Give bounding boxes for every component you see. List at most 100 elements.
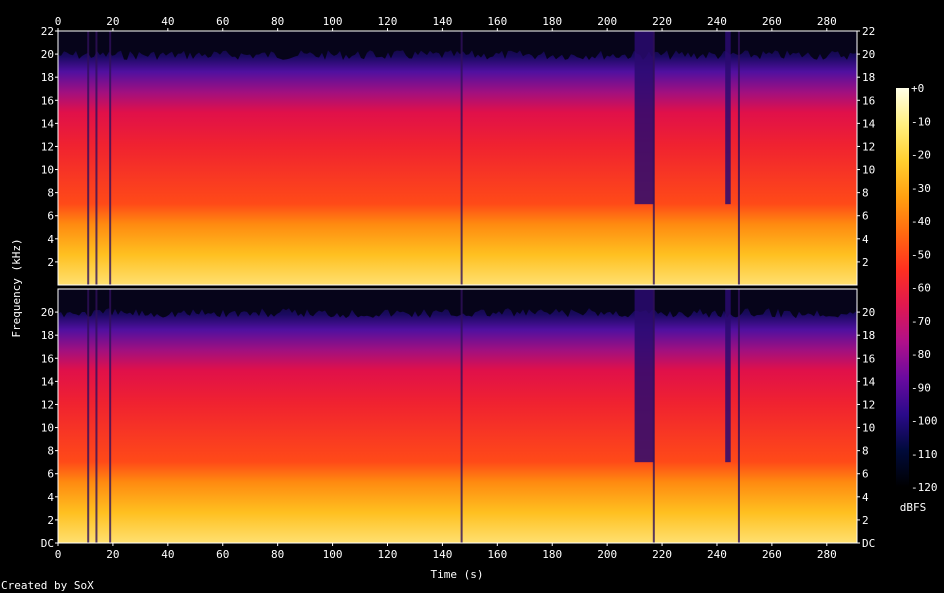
x-axis-label: Time (s) [431,568,484,581]
spectrogram-image [58,31,857,285]
x-tick-label: 60 [216,15,229,28]
x-tick-label: 180 [542,15,562,28]
y-tick-label: 20 [41,48,54,61]
quiet-segment [634,31,654,205]
x-tick-label: 240 [707,15,727,28]
colorbar-tick-label: -30 [911,182,931,195]
y-tick-label: 20 [862,306,875,319]
colorbar-tick-label: -70 [911,315,931,328]
colorbar-tick-label: -80 [911,348,931,361]
y-tick-label: 10 [41,422,54,435]
dropout-line [652,289,655,543]
colorbar-tick-label: -40 [911,215,931,228]
x-tick-label: 200 [597,548,617,561]
dropout-line [737,289,740,543]
dropout-line [737,31,740,285]
x-tick-label: 80 [271,15,284,28]
y-tick-label: DC [41,537,54,550]
y-tick-label: 18 [862,71,875,84]
y-tick-label: 4 [862,233,869,246]
x-tick-label: 140 [432,548,452,561]
dropout-line [460,31,463,285]
x-tick-label: 220 [652,548,672,561]
y-tick-label: 4 [47,491,54,504]
y-tick-label: 12 [41,140,54,153]
y-tick-label: 8 [862,445,869,458]
x-tick-label: 280 [817,15,837,28]
x-tick-label: 200 [597,15,617,28]
y-tick-label: 8 [862,187,869,200]
dropout-line [652,31,655,285]
colorbar-tick-label: -100 [911,415,938,428]
colorbar-tick-label: -90 [911,381,931,394]
colorbar-tick-label: +0 [911,82,924,95]
y-tick-label: 10 [862,164,875,177]
colorbar [896,88,909,487]
y-tick-label: 22 [862,25,875,38]
x-tick-label: 40 [161,15,174,28]
x-tick-label: 240 [707,548,727,561]
x-tick-label: 40 [161,548,174,561]
x-tick-label: 80 [271,548,284,561]
x-tick-label: 100 [323,548,343,561]
y-tick-label: 4 [47,233,54,246]
quiet-segment [725,31,731,205]
dropout-line [87,31,90,285]
y-tick-label: 10 [862,422,875,435]
colorbar-tick-label: -50 [911,248,931,261]
x-tick-label: 20 [106,15,119,28]
y-tick-label: 18 [862,329,875,342]
y-tick-label: 4 [862,491,869,504]
y-tick-label: 2 [47,256,54,269]
y-tick-label: 8 [47,445,54,458]
y-tick-label: 12 [41,398,54,411]
dropout-line [109,289,112,543]
colorbar-tick-label: -60 [911,282,931,295]
y-tick-label: 12 [862,140,875,153]
colorbar-tick-label: -110 [911,448,938,461]
credit-text: Created by SoX [1,579,94,592]
x-tick-label: 220 [652,15,672,28]
x-tick-label: 0 [55,548,62,561]
y-tick-label: 6 [862,468,869,481]
y-tick-label: 18 [41,329,54,342]
dropout-line [95,289,98,543]
above-cutoff-region [58,289,857,319]
y-tick-label: 8 [47,187,54,200]
y-tick-label: 14 [862,375,876,388]
y-tick-label: 2 [862,256,869,269]
dropout-line [460,289,463,543]
y-tick-label: 12 [862,398,875,411]
y-tick-label: 14 [862,117,876,130]
x-tick-label: 280 [817,548,837,561]
dropout-line [87,289,90,543]
y-tick-label: DC [862,537,875,550]
y-tick-label: 16 [41,352,54,365]
quiet-segment [634,289,654,463]
y-tick-label: 16 [862,352,875,365]
dropout-line [109,31,112,285]
y-tick-label: 20 [41,306,54,319]
y-tick-label: 14 [41,117,55,130]
x-tick-label: 260 [762,548,782,561]
y-tick-label: 16 [862,94,875,107]
colorbar-tick-label: -10 [911,115,931,128]
y-tick-label: 6 [862,210,869,223]
y-tick-label: 6 [47,468,54,481]
plot-frame [57,30,858,286]
dropout-line [95,31,98,285]
colorbar-label: dBFS [900,501,927,514]
x-tick-label: 100 [323,15,343,28]
x-tick-label: 180 [542,548,562,561]
colorbar-tick-label: -120 [911,481,938,494]
colorbar-tick-label: -20 [911,149,931,162]
quiet-segment [725,289,731,463]
x-tick-label: 160 [487,548,507,561]
y-tick-label: 20 [862,48,875,61]
x-tick-label: 160 [487,15,507,28]
y-tick-label: 14 [41,375,55,388]
spectrogram-image [58,289,857,543]
y-tick-label: 22 [41,25,54,38]
x-tick-label: 60 [216,548,229,561]
